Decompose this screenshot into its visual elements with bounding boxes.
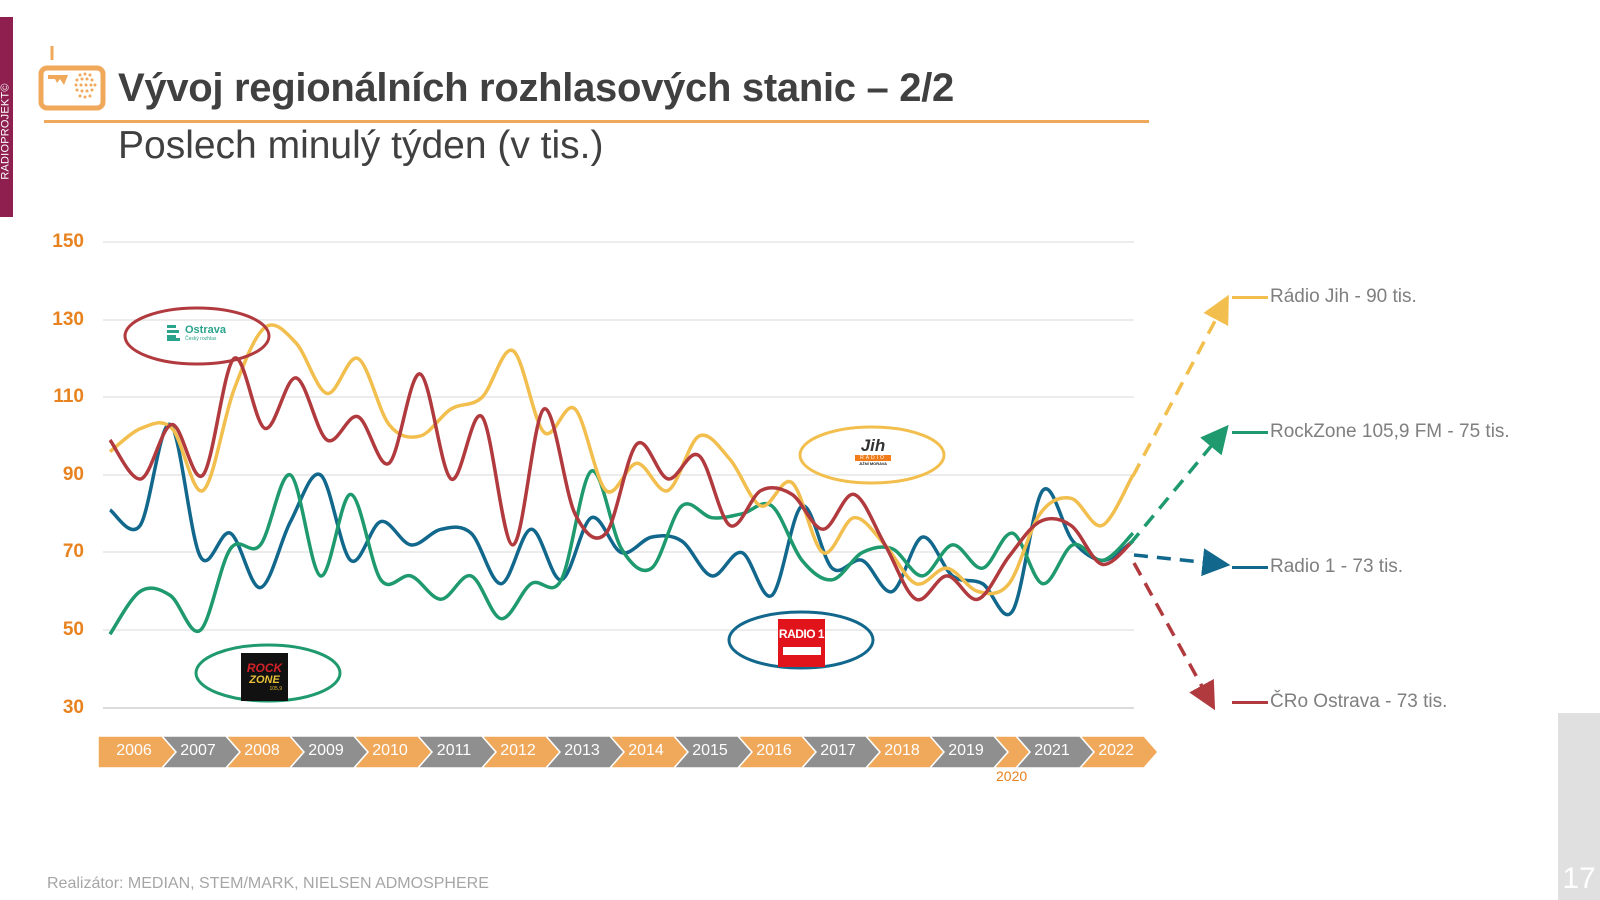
series-line: [108, 323, 1135, 596]
year-2020-label: 2020: [996, 768, 1028, 784]
radio1-logo-ring: [727, 610, 875, 670]
timeline-chevron: [993, 736, 1031, 768]
page-subtitle: Poslech minulý týden (v tis.): [118, 124, 604, 167]
timeline-chevron: [1079, 736, 1159, 768]
timeline-chevron: [289, 736, 369, 768]
jih-logo-ring: [798, 425, 946, 485]
year-2013: 2013: [564, 742, 600, 759]
year-2006: 2006: [116, 742, 152, 759]
timeline-chevron: [417, 736, 497, 768]
projection-radio-jih: [1131, 294, 1229, 477]
timeline-chevron: [865, 736, 945, 768]
legend-rockzone: RockZone 105,9 FM - 75 tis.: [1232, 420, 1510, 444]
cro-mark-icon: [167, 325, 180, 341]
timeline-chevron: [801, 736, 881, 768]
year-2015: 2015: [692, 742, 728, 759]
year-2020: [994, 736, 1016, 766]
year-2014: 2014: [628, 742, 664, 759]
year-2008: 2008: [244, 742, 280, 759]
year-2018: 2018: [884, 742, 920, 759]
brand-sidebar: RADIOPROJEKT©: [0, 17, 13, 217]
year-2021: 2021: [1034, 742, 1070, 759]
year-2022: 2022: [1098, 742, 1134, 759]
projection-arrows: [1128, 294, 1231, 711]
year-2007: 2007: [180, 742, 216, 759]
year-timeline: [98, 736, 1159, 768]
year-labels: 2006 2007 2008 2009 2010 2011 2012 2013 …: [98, 736, 1160, 768]
series-line: [108, 356, 1135, 602]
y-tick-130: 130: [52, 309, 84, 330]
year-2009: 2009: [308, 742, 344, 759]
source-footer: Realizátor: MEDIAN, STEM/MARK, NIELSEN A…: [47, 875, 489, 892]
series-line: [108, 469, 1135, 636]
page-number: 17: [1562, 862, 1596, 895]
timeline-chevron: [737, 736, 817, 768]
legend-swatch: [1232, 565, 1268, 569]
timeline-chevron: [1015, 736, 1095, 768]
year-2010: 2010: [372, 742, 408, 759]
timeline-chevron: [609, 736, 689, 768]
gridlines: [103, 241, 1134, 709]
timeline-chevron: [929, 736, 1009, 768]
timeline-chevron: [673, 736, 753, 768]
y-tick-30: 30: [62, 697, 84, 718]
year-2017: 2017: [820, 742, 856, 759]
page-number-box: [1558, 713, 1600, 900]
page-title: Vývoj regionálních rozhlasových stanic –…: [118, 66, 954, 110]
series-lines: [108, 323, 1135, 636]
timeline-chevron: [161, 736, 241, 768]
timeline-chevron: [545, 736, 625, 768]
year-2019: 2019: [948, 742, 984, 759]
radio-jih-logo: Jih RADIO JIŽNÍ MORAVA: [851, 437, 895, 472]
timeline-chevron: [481, 736, 561, 768]
ostrava-logo-ring: [123, 306, 271, 366]
year-2012: 2012: [500, 742, 536, 759]
radio-icon: [38, 46, 106, 111]
title-divider: [44, 120, 1149, 123]
legend-radio1: Radio 1 - 73 tis.: [1232, 555, 1403, 579]
timeline-chevron: [225, 736, 305, 768]
y-tick-70: 70: [62, 541, 84, 562]
y-tick-50: 50: [62, 619, 84, 640]
cro-ostrava-logo: Ostrava Český rozhlas: [167, 325, 226, 342]
legend-swatch: [1232, 700, 1268, 704]
radio1-logo: RADIO 1: [778, 619, 825, 667]
y-tick-90: 90: [62, 464, 84, 485]
legend-swatch: [1232, 430, 1268, 434]
y-tick-150: 150: [52, 231, 84, 252]
legend-cro-ostrava: ČRo Ostrava - 73 tis.: [1232, 690, 1447, 714]
year-2011: 2011: [436, 742, 472, 759]
rockzone-logo-ring: [194, 643, 342, 703]
series-line: [108, 422, 1135, 617]
projection-radio1: [1133, 548, 1231, 577]
legend-swatch: [1232, 295, 1268, 299]
rockzone-logo: ROCK ZONE 105,9: [241, 653, 288, 701]
legend-radio-jih: Rádio Jih - 90 tis.: [1232, 285, 1417, 309]
projection-rockzone: [1128, 424, 1229, 546]
year-2016: 2016: [756, 742, 792, 759]
timeline-chevron: [353, 736, 433, 768]
y-tick-110: 110: [53, 386, 84, 407]
projection-cro-ostrava: [1132, 562, 1216, 711]
